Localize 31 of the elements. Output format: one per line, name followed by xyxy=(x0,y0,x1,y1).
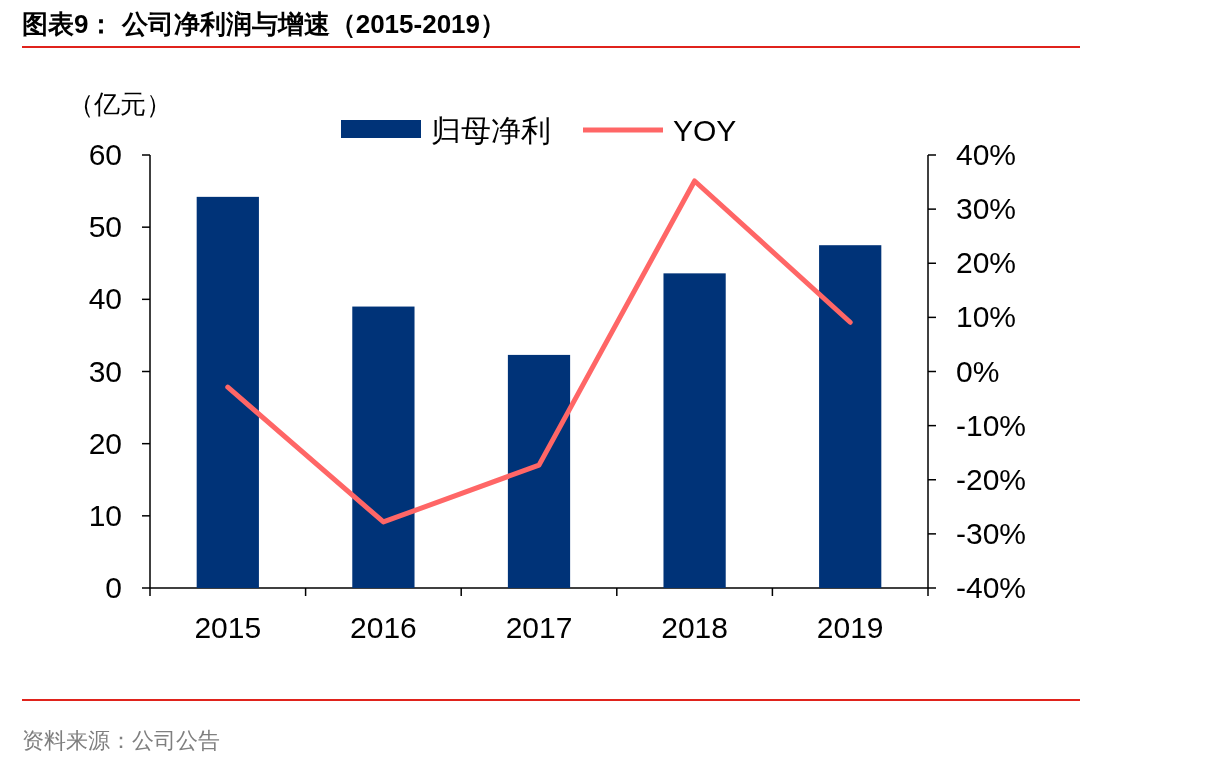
y2-tick-label: 40% xyxy=(956,138,1017,171)
x-tick-label: 2019 xyxy=(816,611,884,644)
y-tick-label: 50 xyxy=(88,210,122,244)
chart-title: 图表9： 公司净利润与增速（2015-2019） xyxy=(22,9,507,39)
text: 资料来源：公司公告 xyxy=(22,728,220,753)
y2-tick-label: 30% xyxy=(956,192,1017,226)
y-tick-label: 0 xyxy=(105,571,122,604)
y2-tick-label: 20% xyxy=(956,246,1017,280)
x-tick-label: 2016 xyxy=(350,611,417,644)
y-tick-label: 10 xyxy=(88,498,122,532)
x-tick-label: 2015 xyxy=(194,611,262,644)
y-tick-label: 20 xyxy=(88,426,122,460)
bar xyxy=(196,196,259,588)
bar xyxy=(507,354,571,588)
bar xyxy=(663,273,726,588)
legend-label: 归母净利 xyxy=(431,114,551,147)
x-tick-label: 2018 xyxy=(661,611,728,644)
y-axis-title: （亿元） xyxy=(68,89,172,119)
y-tick-label: 40 xyxy=(88,282,122,316)
y2-tick-label: 10% xyxy=(956,300,1017,334)
y2-tick-label: -40% xyxy=(956,571,1027,604)
y2-tick-label: -10% xyxy=(956,408,1027,442)
y-tick-label: 30 xyxy=(88,354,122,388)
bar xyxy=(352,306,415,588)
legend-label: YOY xyxy=(673,114,737,147)
y2-tick-label: 0% xyxy=(956,354,1000,388)
y2-tick-label: -20% xyxy=(956,462,1027,496)
bar xyxy=(819,245,882,588)
y2-tick-label: -30% xyxy=(956,516,1027,550)
x-tick-label: 2017 xyxy=(505,611,573,644)
y-tick-label: 60 xyxy=(88,138,122,171)
